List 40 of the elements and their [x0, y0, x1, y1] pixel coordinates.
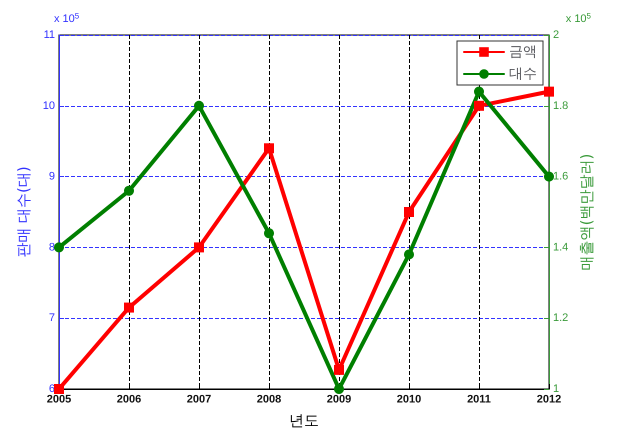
x-tick-label: 2005: [46, 394, 72, 406]
legend-label: 대수: [509, 66, 537, 82]
y2-tick-label: 1.4: [553, 241, 568, 254]
point: [544, 172, 554, 182]
point: [404, 207, 414, 217]
x-tick-label: 2010: [396, 394, 422, 406]
point: [54, 242, 64, 252]
point: [544, 86, 554, 97]
x-tick-label: 2006: [116, 394, 142, 406]
x-axis-title: 년도: [289, 412, 319, 430]
y2-axis-title: 매출액(백만달러): [578, 154, 596, 270]
point: [194, 100, 204, 111]
y-tick-label: 8: [48, 241, 55, 254]
y-tick-label: 9: [48, 170, 55, 183]
x-tick-label: 2009: [326, 394, 352, 406]
y-axis-title: 판매 대수(대): [14, 166, 32, 258]
point: [124, 302, 134, 313]
point: [194, 242, 204, 252]
y-tick-label: 7: [48, 312, 55, 324]
y2-tick-label: 1.8: [553, 100, 568, 112]
point: [264, 143, 274, 154]
point: [264, 228, 274, 238]
y2-tick-label: 1.6: [553, 170, 568, 183]
point: [334, 364, 344, 375]
legend-label: 금액: [509, 44, 537, 60]
y-tick-label: 11: [44, 29, 55, 41]
x-tick-label: 2011: [467, 394, 491, 406]
y2-tick-label: 1: [553, 383, 560, 395]
y-tick-label: 10: [42, 100, 55, 112]
point: [474, 86, 484, 97]
x-tick-label: 2012: [536, 394, 562, 406]
point: [124, 186, 134, 196]
point: [404, 249, 414, 260]
point: [474, 100, 484, 111]
y2-tick-label: 1.2: [553, 312, 568, 324]
x-tick-label: 2007: [186, 394, 212, 406]
point: [54, 384, 64, 394]
y2-tick-label: 2: [553, 29, 560, 41]
point: [334, 384, 344, 394]
x-tick-label: 2008: [256, 394, 282, 406]
